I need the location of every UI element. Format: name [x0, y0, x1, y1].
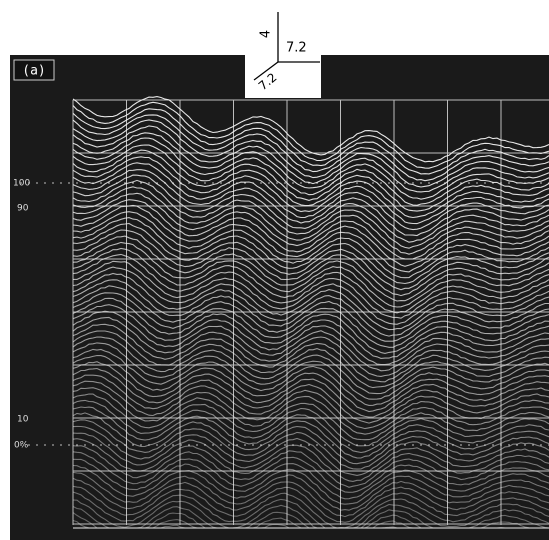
- screen: [10, 55, 549, 540]
- scale-label: 0%: [14, 441, 29, 451]
- icon-label: 4: [259, 30, 274, 38]
- icon-label: 7.2: [286, 41, 307, 56]
- scale-label: 10: [17, 415, 29, 425]
- scale-label: 100: [13, 179, 30, 189]
- oscilloscope-photo: 4 7.2 7.2 (a) 100 90 10 0%: [0, 0, 549, 540]
- panel-label: (a): [22, 64, 45, 79]
- figure: 4 7.2 7.2 (a) 100 90 10 0%: [0, 0, 549, 540]
- scale-label: 90: [17, 204, 29, 214]
